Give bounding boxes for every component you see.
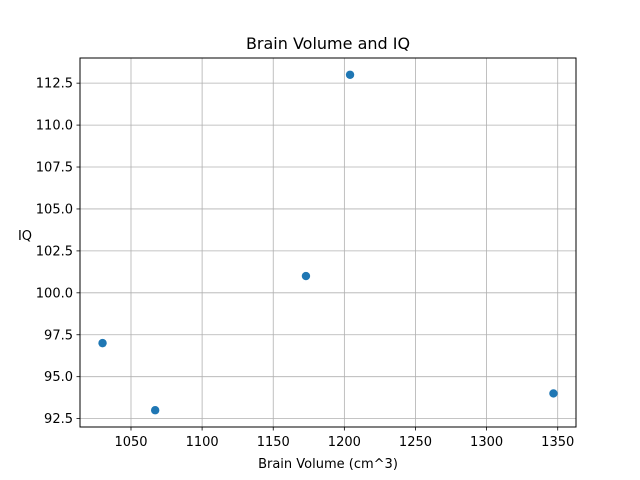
y-tick-label: 95.0 <box>44 370 73 385</box>
x-tick-label: 1350 <box>541 435 574 450</box>
grid-lines <box>80 58 576 427</box>
scatter-point <box>549 389 558 398</box>
plot-frame <box>79 57 577 428</box>
x-tick-label: 1300 <box>470 435 503 450</box>
y-tick-label: 112.5 <box>36 77 73 92</box>
x-tick-label: 1200 <box>328 435 361 450</box>
scatter-point <box>150 406 160 415</box>
y-tick-label: 110.0 <box>36 119 73 134</box>
y-tick-label: 105.0 <box>36 202 73 217</box>
x-tick-label: 1250 <box>399 435 432 450</box>
scatter-point <box>98 338 107 348</box>
scatter-point <box>301 271 311 281</box>
data-points <box>98 70 558 415</box>
y-tick-label: 102.5 <box>36 244 73 259</box>
scatter-point <box>345 70 355 79</box>
y-axis-label: IQ <box>18 229 32 244</box>
chart-title: Brain Volume and IQ <box>246 34 410 53</box>
x-axis-ticks: 1050 1100 1150 1200 1250 1300 1350 <box>114 427 574 450</box>
x-tick-label: 1150 <box>257 435 290 450</box>
y-tick-label: 107.5 <box>36 161 73 176</box>
y-tick-label: 92.5 <box>44 412 73 427</box>
y-tick-label: 97.5 <box>44 328 73 343</box>
y-tick-label: 100.0 <box>36 286 73 301</box>
x-tick-label: 1050 <box>114 435 147 450</box>
y-axis-ticks: 92.5 95.0 97.5 100.0 102.5 105.0 107.5 110.0 112… <box>36 77 80 427</box>
x-tick-label: 1100 <box>186 435 219 450</box>
x-axis-label: Brain Volume (cm^3) <box>258 457 398 472</box>
